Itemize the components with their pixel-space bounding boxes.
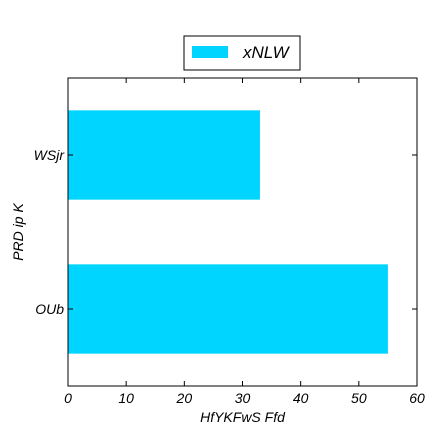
legend-swatch	[192, 46, 228, 58]
x-tick-label: 20	[176, 390, 193, 406]
x-tick-label: 60	[409, 390, 425, 406]
y-tick-label: OUb	[35, 301, 64, 317]
x-tick-label: 30	[235, 390, 251, 406]
x-tick-label: 10	[118, 390, 134, 406]
y-tick-label: WSjr	[34, 147, 66, 163]
legend: xNLW	[183, 35, 301, 71]
x-tick-label: 50	[351, 390, 367, 406]
y-axis-title: PRD ip K	[10, 203, 26, 261]
legend-label: xNLW	[242, 43, 291, 62]
x-axis-title: HfYKFwS Ffd	[200, 409, 286, 425]
x-tick-label: 40	[293, 390, 309, 406]
bars	[68, 110, 388, 354]
axis-ticks: OUb WSjr 0 10 20 30 40 50 60	[34, 78, 425, 406]
bar-OUb	[68, 264, 388, 354]
x-tick-label: 0	[64, 390, 72, 406]
bar-WSjr	[68, 110, 260, 200]
